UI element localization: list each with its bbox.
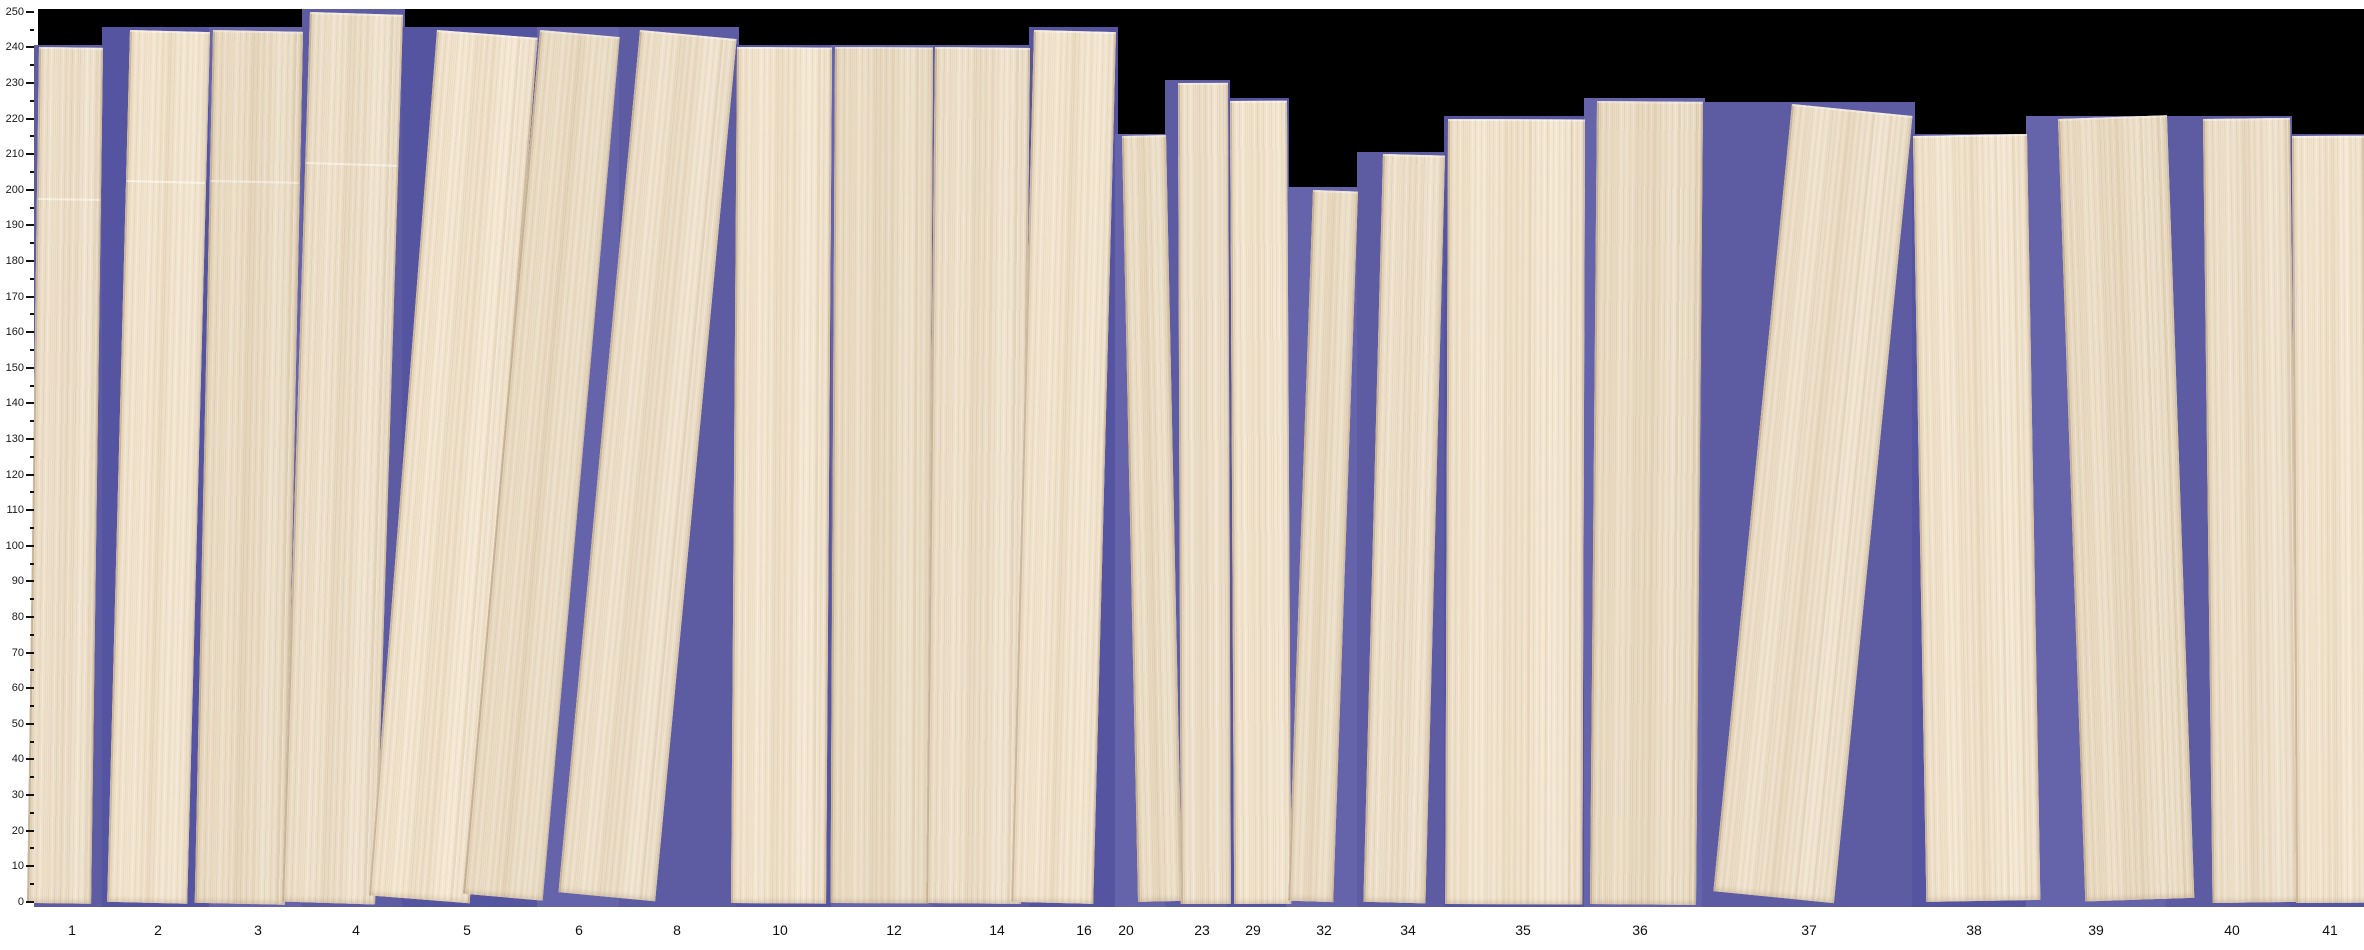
plank-32 xyxy=(1288,189,1358,903)
plank-joint-line xyxy=(306,161,398,167)
plank-12 xyxy=(830,47,933,905)
plank-40 xyxy=(2203,117,2300,903)
plank-35 xyxy=(1445,118,1585,905)
plank-2 xyxy=(107,29,210,904)
plank-joint-line xyxy=(37,198,100,202)
plank-1 xyxy=(27,47,103,904)
plank-joint-line xyxy=(127,178,206,184)
plank-36 xyxy=(1589,100,1703,905)
plank-41 xyxy=(2292,135,2364,904)
plank-23 xyxy=(1178,82,1231,904)
plank-37 xyxy=(1713,104,1913,904)
plank-20 xyxy=(1122,135,1183,903)
plank-10 xyxy=(731,47,832,905)
plank-38 xyxy=(1913,134,2041,903)
plank-34 xyxy=(1363,154,1445,904)
plank-joint-line xyxy=(210,179,299,183)
plank-29 xyxy=(1230,100,1292,904)
plank-39 xyxy=(2058,114,2195,901)
